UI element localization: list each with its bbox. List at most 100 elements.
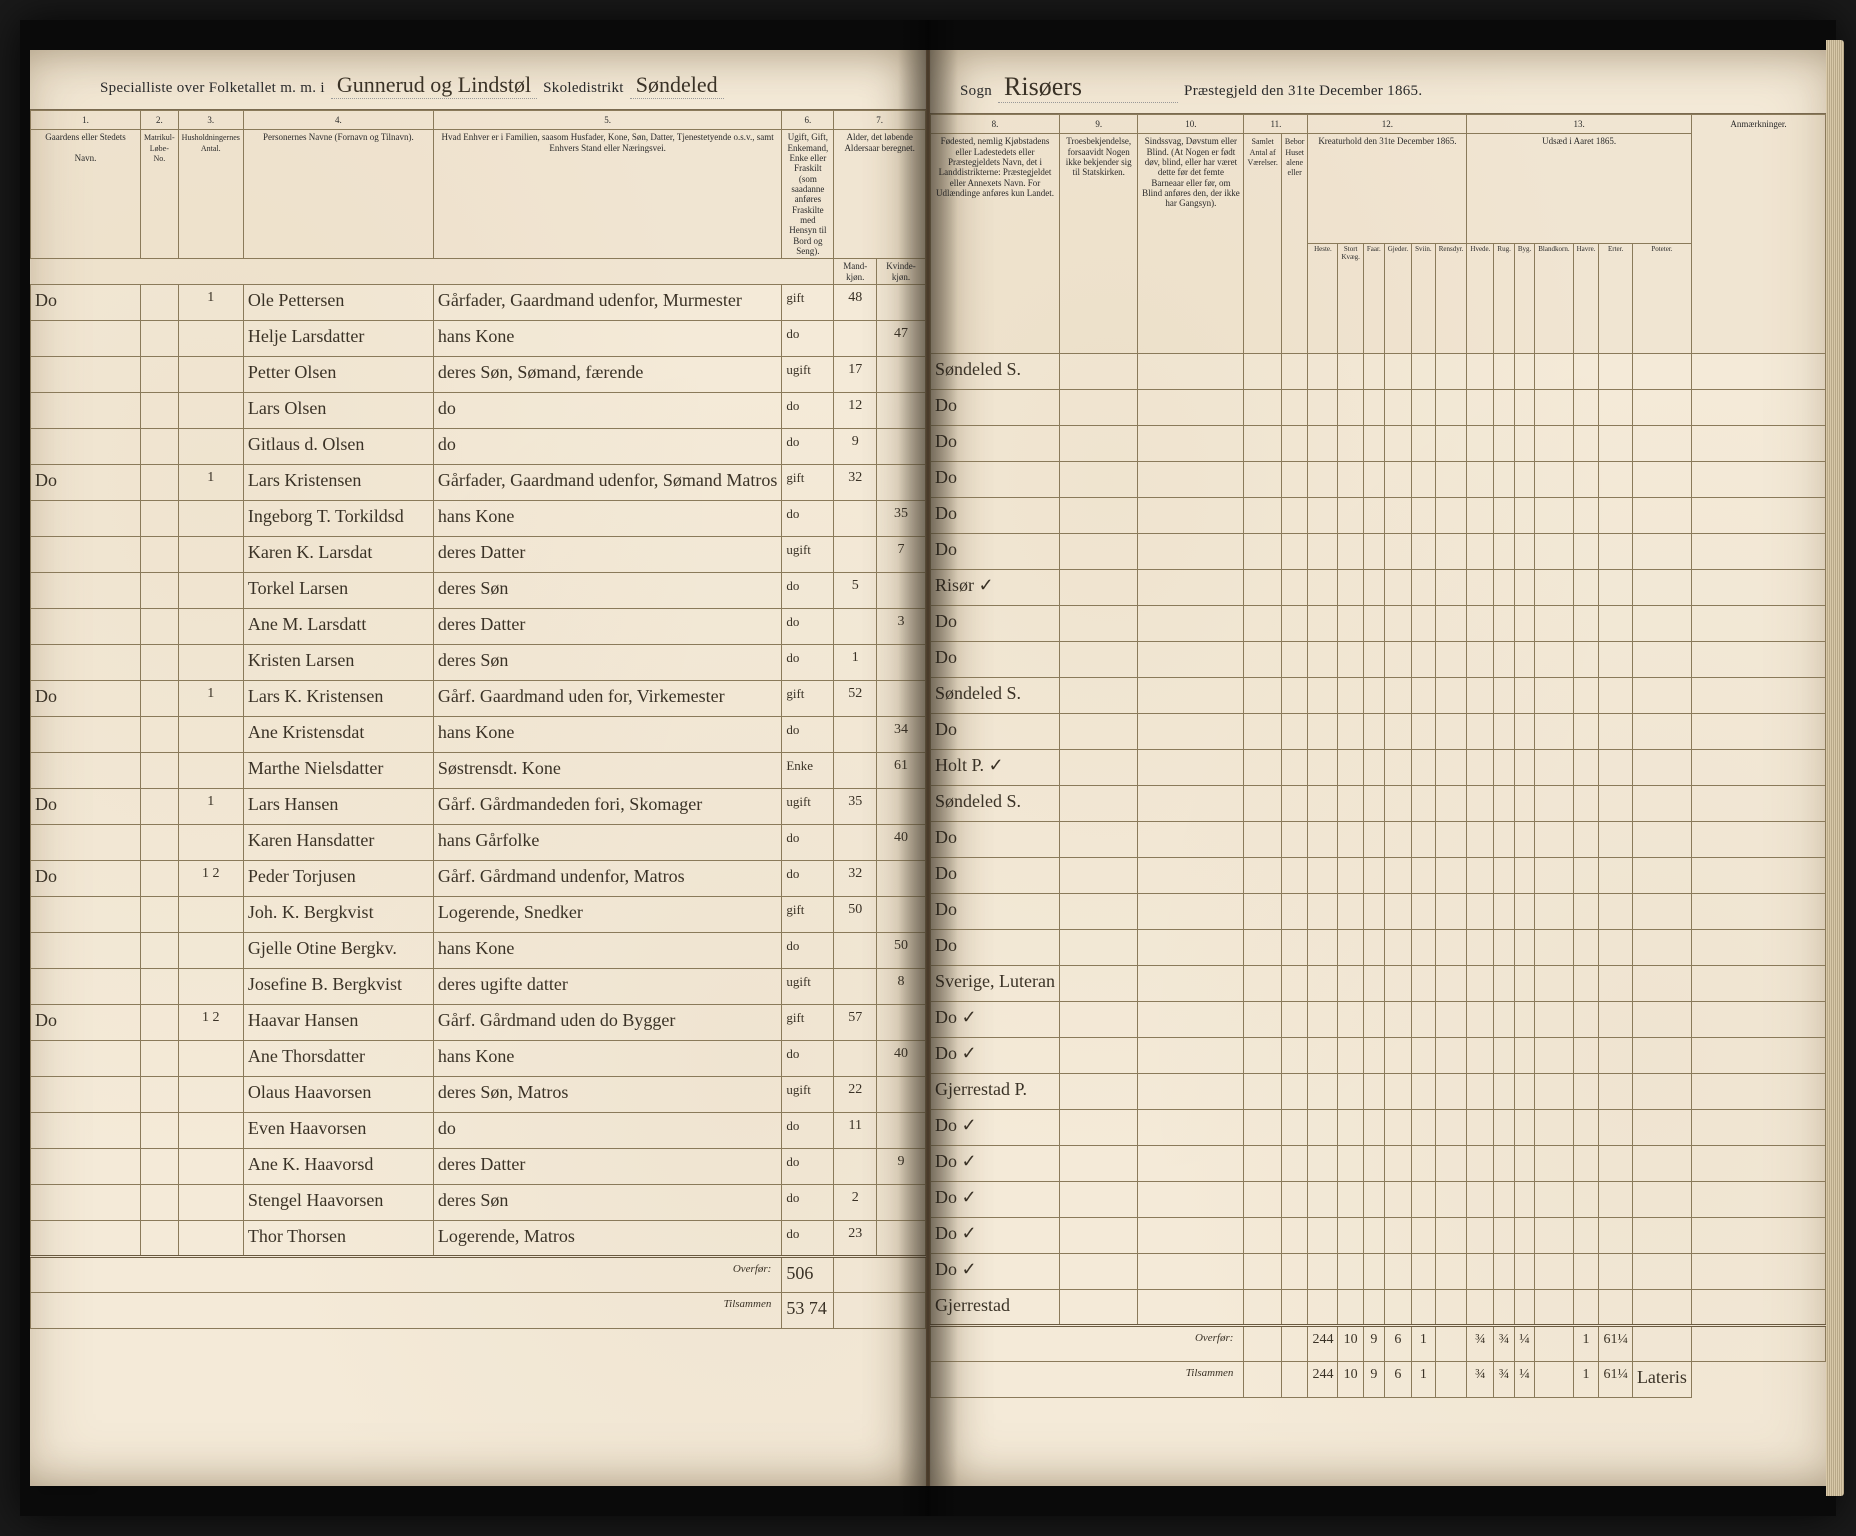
- footer-cell: 244: [1308, 1326, 1338, 1362]
- cell-small: [1514, 642, 1534, 678]
- cell-small: [1281, 858, 1308, 894]
- cell-small: [1384, 498, 1411, 534]
- cell-small: [1244, 822, 1281, 858]
- cell-c5: deres Søn: [433, 573, 781, 609]
- col-5: 5.: [433, 111, 781, 130]
- cell-small: [1514, 1110, 1534, 1146]
- cell-small: [1691, 822, 1825, 858]
- cell-c3: [178, 753, 243, 789]
- footer-cell: 10: [1338, 1326, 1363, 1362]
- footer-cell: 9: [1363, 1326, 1384, 1362]
- cell-c7a: 48: [834, 285, 877, 321]
- cell-small: [1308, 1182, 1338, 1218]
- cell-c2: [141, 1041, 179, 1077]
- cell-c5: hans Kone: [433, 717, 781, 753]
- cell-small: [1384, 534, 1411, 570]
- cell-c9: [1059, 786, 1137, 822]
- cell-small: [1632, 1218, 1691, 1254]
- cell-small: [1384, 462, 1411, 498]
- cell-small: [1281, 750, 1308, 786]
- cell-small: [1599, 534, 1633, 570]
- cell-small: [1412, 894, 1436, 930]
- cell-c9: [1059, 462, 1137, 498]
- cell-small: [1535, 426, 1573, 462]
- cell-small: [1514, 678, 1534, 714]
- cell-small: [1363, 642, 1384, 678]
- cell-c1: [31, 1113, 141, 1149]
- table-row: Do1 2Peder TorjusenGårf. Gårdmand undenf…: [31, 861, 926, 897]
- cell-small: [1573, 570, 1599, 606]
- col-label: Fødested, nemlig Kjøbstadens eller Lades…: [931, 134, 1060, 354]
- cell-small: [1494, 642, 1514, 678]
- cell-small: [1435, 1146, 1467, 1182]
- sub-col: Byg.: [1514, 244, 1534, 354]
- cell-c10: [1138, 570, 1244, 606]
- table-row: Do ✓: [931, 1182, 1826, 1218]
- cell-c6: do: [782, 717, 834, 753]
- cell-small: [1308, 678, 1338, 714]
- lbl: Samlet Antal af Værelser.: [1247, 137, 1277, 167]
- cell-small: [1384, 678, 1411, 714]
- cell-small: [1308, 822, 1338, 858]
- cell-c5: deres Søn, Matros: [433, 1077, 781, 1113]
- header-left: Specialliste over Folketallet m. m. i Gu…: [30, 50, 926, 110]
- footer-label: Overfør:: [931, 1326, 1244, 1362]
- cell-c9: [1059, 750, 1137, 786]
- cell-c1: Do: [31, 861, 141, 897]
- col-label: Husholdningernes Antal.: [178, 130, 243, 259]
- table-row: Do: [931, 534, 1826, 570]
- cell-small: [1308, 894, 1338, 930]
- cell-c1: [31, 1185, 141, 1221]
- cell-small: [1573, 642, 1599, 678]
- footer-cell: ¼: [1514, 1326, 1534, 1362]
- cell-small: [1412, 354, 1436, 390]
- cell-small: [1494, 534, 1514, 570]
- cell-c8: Do ✓: [931, 1110, 1060, 1146]
- cell-small: [1632, 714, 1691, 750]
- cell-c7b: [877, 393, 926, 429]
- cell-small: [1632, 750, 1691, 786]
- table-row: Ane M. Larsdattderes Datterdo3: [31, 609, 926, 645]
- cell-c10: [1138, 1218, 1244, 1254]
- cell-small: [1467, 606, 1494, 642]
- cell-c5: deres Søn: [433, 1185, 781, 1221]
- cell-c1: [31, 393, 141, 429]
- col-7: 7.: [834, 111, 926, 130]
- cell-c7a: 22: [834, 1077, 877, 1113]
- cell-c8: Do ✓: [931, 1218, 1060, 1254]
- cell-small: [1281, 534, 1308, 570]
- cell-c2: [141, 393, 179, 429]
- cell-c2: [141, 789, 179, 825]
- cell-c10: [1138, 678, 1244, 714]
- cell-c9: [1059, 390, 1137, 426]
- cell-c10: [1138, 786, 1244, 822]
- cell-small: [1363, 1254, 1384, 1290]
- cell-small: [1573, 1002, 1599, 1038]
- cell-c8: Do: [931, 534, 1060, 570]
- cell-c1: [31, 1077, 141, 1113]
- cell-small: [1244, 894, 1281, 930]
- cell-c7b: [877, 357, 926, 393]
- cell-c9: [1059, 1290, 1137, 1326]
- cell-small: [1599, 1110, 1633, 1146]
- cell-c1: [31, 429, 141, 465]
- cell-small: [1514, 1038, 1534, 1074]
- table-row: Petter Olsenderes Søn, Sømand, færendeug…: [31, 357, 926, 393]
- cell-small: [1599, 1146, 1633, 1182]
- cell-small: [1514, 1182, 1534, 1218]
- cell-small: [1632, 606, 1691, 642]
- cell-small: [1308, 966, 1338, 1002]
- table-row: Do ✓: [931, 1218, 1826, 1254]
- col-10: 10.: [1138, 115, 1244, 134]
- cell-c10: [1138, 1290, 1244, 1326]
- cell-small: [1632, 894, 1691, 930]
- cell-small: [1535, 1110, 1573, 1146]
- cell-small: [1412, 642, 1436, 678]
- parish-right: Risøers: [998, 72, 1178, 103]
- cell-small: [1535, 570, 1573, 606]
- cell-small: [1281, 894, 1308, 930]
- cell-small: [1535, 750, 1573, 786]
- cell-c6: gift: [782, 1005, 834, 1041]
- col-label: Troesbekjendelse, forsaavidt Nogen ikke …: [1059, 134, 1137, 354]
- cell-small: [1363, 1182, 1384, 1218]
